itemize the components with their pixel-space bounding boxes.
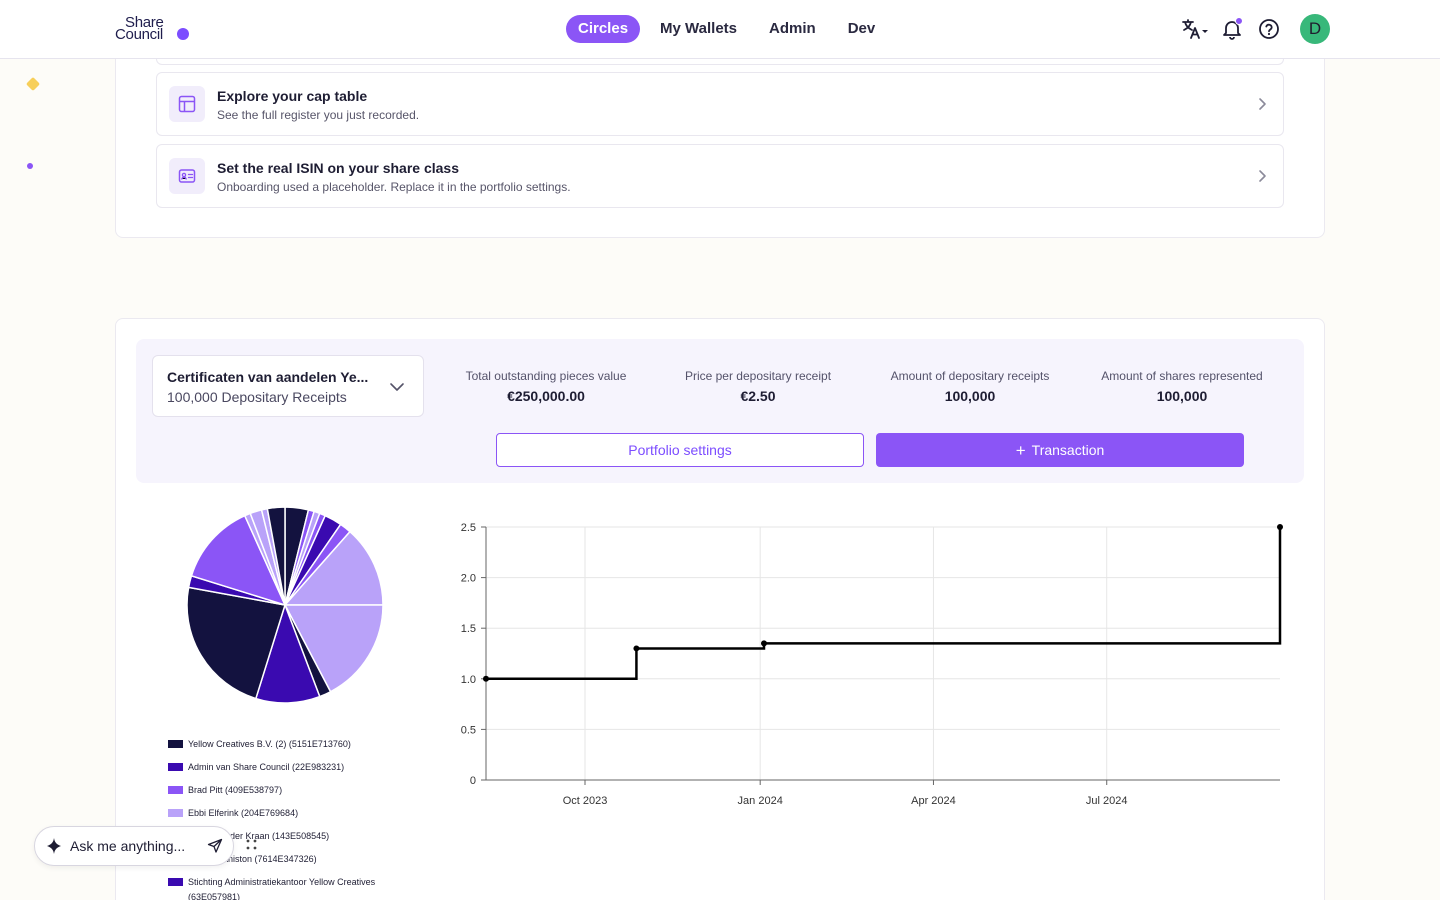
legend-item: Stichting Administratiekantoor Yellow Cr… xyxy=(168,875,418,900)
share-class-selector[interactable]: Certificaten van aandelen Ye... 100,000 … xyxy=(152,355,424,417)
plus-icon: + xyxy=(1015,441,1026,460)
send-icon[interactable] xyxy=(207,838,223,859)
y-tick-label: 0.5 xyxy=(461,724,476,736)
price-series-line xyxy=(486,527,1282,681)
logo-text-line2: Council xyxy=(115,26,163,43)
table-icon xyxy=(169,86,205,122)
y-tick-label: 1.5 xyxy=(461,623,476,635)
pie-legend: Yellow Creatives B.V. (2) (5151E713760) A… xyxy=(168,737,418,900)
main-nav: Circles My Wallets Admin Dev xyxy=(566,15,895,43)
portfolio-settings-button[interactable]: Portfolio settings xyxy=(496,433,864,467)
x-tick-label: Apr 2024 xyxy=(911,795,956,807)
stat-value: 100,000 xyxy=(1156,388,1208,404)
header-actions: D xyxy=(1173,14,1330,44)
nav-dev[interactable]: Dev xyxy=(847,20,876,37)
logo-text-line1: Share xyxy=(125,14,164,31)
task-explore-cap-table[interactable]: Explore your cap table See the full regi… xyxy=(156,72,1284,136)
share-class-name: Certificaten van aandelen Ye... xyxy=(167,369,369,385)
data-point[interactable] xyxy=(760,640,767,647)
pie-slice[interactable] xyxy=(266,506,286,606)
portfolio-summary: Certificaten van aandelen Ye... 100,000 … xyxy=(136,339,1304,483)
legend-swatch xyxy=(168,740,183,748)
x-tick-label: Oct 2023 xyxy=(563,795,608,807)
chevron-right-icon xyxy=(1257,97,1267,116)
legend-label: Admin van Share Council (22E983231) xyxy=(188,762,345,772)
legend-item: Brad Pitt (409E538797) xyxy=(168,783,418,798)
share-class-count: 100,000 Depositary Receipts xyxy=(167,389,347,405)
user-avatar[interactable]: D xyxy=(1300,14,1330,44)
legend-label: Ebbi Elferink (204E769684) xyxy=(188,808,299,818)
stat-label: Price per depositary receipt xyxy=(684,369,832,383)
y-tick-label: 2.5 xyxy=(461,522,476,534)
add-transaction-button[interactable]: + Transaction xyxy=(876,433,1244,467)
decorative-diamond xyxy=(25,76,41,92)
decorative-dot xyxy=(27,163,33,169)
data-point[interactable] xyxy=(1277,524,1283,530)
stat-value: €2.50 xyxy=(740,388,776,404)
pie-slice[interactable] xyxy=(283,604,384,693)
legend-swatch xyxy=(168,878,183,886)
chevron-down-icon xyxy=(389,379,405,397)
onboarding-tasks-card: Explore your cap table See the full regi… xyxy=(115,40,1325,238)
chevron-right-icon xyxy=(1257,169,1267,188)
sparkle-icon xyxy=(45,837,63,860)
transaction-label: Transaction xyxy=(1031,442,1105,458)
stat-price-per-receipt: Price per depositary receipt €2.50 xyxy=(672,369,844,404)
ask-assistant-input[interactable]: Ask me anything... xyxy=(34,826,234,866)
legend-label: Maria van der Kraan (143E508545) xyxy=(188,831,330,841)
task-title: Explore your cap table xyxy=(217,88,368,104)
task-set-isin[interactable]: Set the real ISIN on your share class On… xyxy=(156,144,1284,208)
legend-swatch xyxy=(168,763,183,771)
price-history-chart: 0 0.5 1.0 1.5 2.0 2.5 Oct 2023 Jan 2024 Apr 2024… xyxy=(461,522,1283,807)
legend-item: Yellow Creatives B.V. (2) (5151E713760) xyxy=(168,737,418,752)
bell-icon[interactable] xyxy=(1217,14,1247,44)
help-icon[interactable] xyxy=(1254,14,1284,44)
nav-my-wallets[interactable]: My Wallets xyxy=(660,20,738,37)
task-subtitle: See the full register you just recorded. xyxy=(217,108,420,122)
stat-value: €250,000.00 xyxy=(507,388,585,404)
stat-label: Amount of depositary receipts xyxy=(890,369,1050,383)
data-point[interactable] xyxy=(483,675,489,682)
x-tick-label: Jan 2024 xyxy=(738,795,783,807)
task-subtitle: Onboarding used a placeholder. Replace i… xyxy=(217,180,571,194)
notification-dot xyxy=(1235,17,1243,25)
nav-admin[interactable]: Admin xyxy=(769,20,816,37)
ownership-pie-chart xyxy=(186,506,384,704)
y-tick-label: 0 xyxy=(470,775,476,787)
stat-label: Amount of shares represented xyxy=(1101,369,1263,383)
stat-label: Total outstanding pieces value xyxy=(465,369,627,383)
x-tick-label: Jul 2024 xyxy=(1086,795,1128,807)
id-card-icon xyxy=(169,158,205,194)
drag-handle-icon[interactable] xyxy=(245,838,259,857)
legend-swatch xyxy=(168,809,183,817)
stat-total-value: Total outstanding pieces value €250,000.… xyxy=(460,369,632,404)
share-council-logo[interactable]: Share Council xyxy=(115,15,195,45)
stat-amount-receipts: Amount of depositary receipts 100,000 xyxy=(884,369,1056,404)
legend-label: Jennifer Aniston (7614E347326) xyxy=(188,854,317,864)
legend-label: Stichting Administratiekantoor Yellow Cr… xyxy=(188,877,376,900)
task-title: Set the real ISIN on your share class xyxy=(217,160,459,176)
stat-shares-represented: Amount of shares represented 100,000 xyxy=(1096,369,1268,404)
assistant-placeholder: Ask me anything... xyxy=(70,838,186,854)
translate-icon[interactable] xyxy=(1180,14,1210,44)
nav-circles[interactable]: Circles xyxy=(566,15,641,43)
y-tick-label: 1.0 xyxy=(461,674,476,686)
pie-slice[interactable] xyxy=(283,530,384,606)
pie-slice[interactable] xyxy=(190,514,287,607)
logo-dot xyxy=(177,28,189,40)
pie-slice[interactable] xyxy=(186,586,286,700)
stat-value: 100,000 xyxy=(944,388,996,404)
legend-swatch xyxy=(168,786,183,794)
legend-label: Brad Pitt (409E538797) xyxy=(188,785,283,795)
legend-label: Yellow Creatives B.V. (2) (5151E713760) xyxy=(188,739,351,749)
top-navigation-bar: Share Council Circles My Wallets Admin D… xyxy=(0,0,1440,59)
legend-item: Ebbi Elferink (204E769684) xyxy=(168,806,418,821)
y-tick-label: 2.0 xyxy=(461,573,476,585)
data-point[interactable] xyxy=(633,645,640,652)
legend-item: Admin van Share Council (22E983231) xyxy=(168,760,418,775)
